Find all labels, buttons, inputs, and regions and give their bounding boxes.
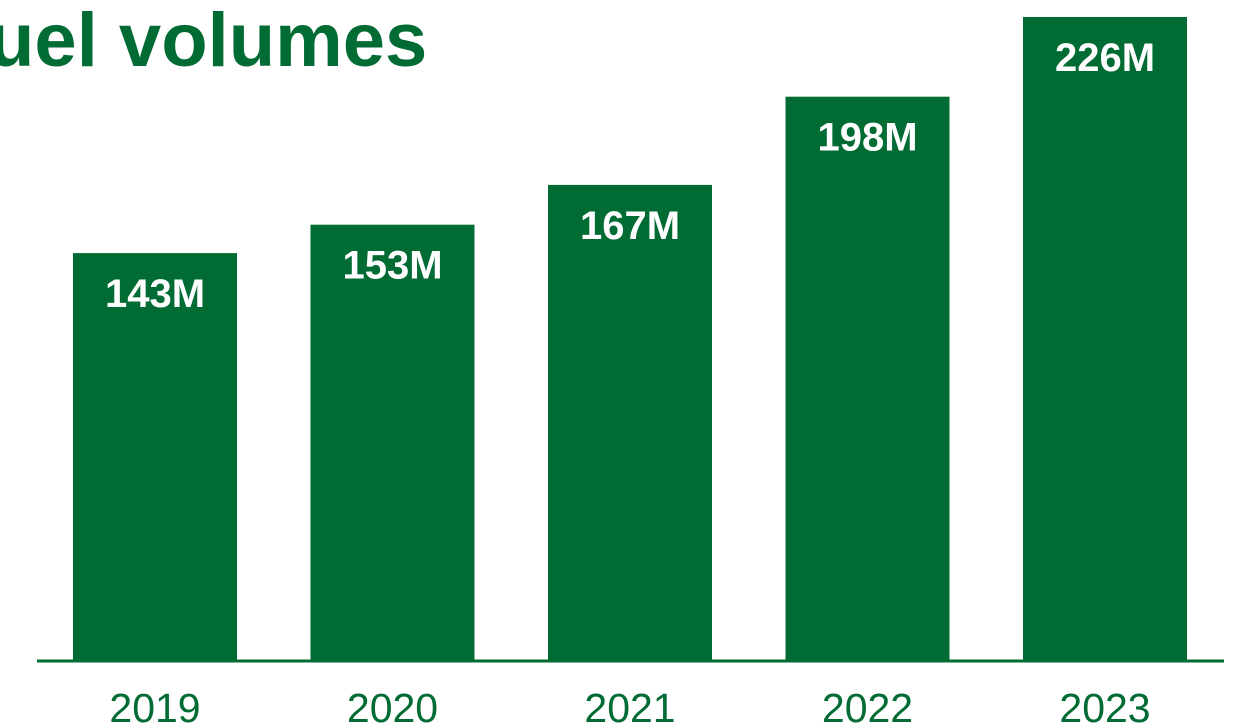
x-tick-label-2021: 2021 bbox=[584, 685, 675, 728]
labels-layer: 143M 2019 153M 2020 167M 2021 198M 2022 226M 2023 bbox=[105, 36, 1155, 728]
value-label-2020: 153M bbox=[342, 244, 442, 288]
x-tick-label-2019: 2019 bbox=[109, 685, 200, 728]
x-tick-label-2020: 2020 bbox=[347, 685, 438, 728]
bar-2020 bbox=[310, 224, 475, 660]
x-tick-label-2023: 2023 bbox=[1059, 685, 1150, 728]
x-tick-label-2022: 2022 bbox=[822, 685, 913, 728]
value-label-2023: 226M bbox=[1055, 36, 1155, 80]
chart-title: uel volumes bbox=[0, 0, 428, 83]
bar-2019 bbox=[73, 253, 237, 660]
bar-2022 bbox=[785, 96, 950, 660]
bar-2023 bbox=[1023, 17, 1187, 660]
bars-layer bbox=[73, 17, 1187, 660]
value-label-2021: 167M bbox=[580, 204, 680, 248]
value-label-2019: 143M bbox=[105, 272, 205, 316]
value-label-2022: 198M bbox=[817, 116, 917, 160]
bar-2021 bbox=[548, 184, 712, 660]
